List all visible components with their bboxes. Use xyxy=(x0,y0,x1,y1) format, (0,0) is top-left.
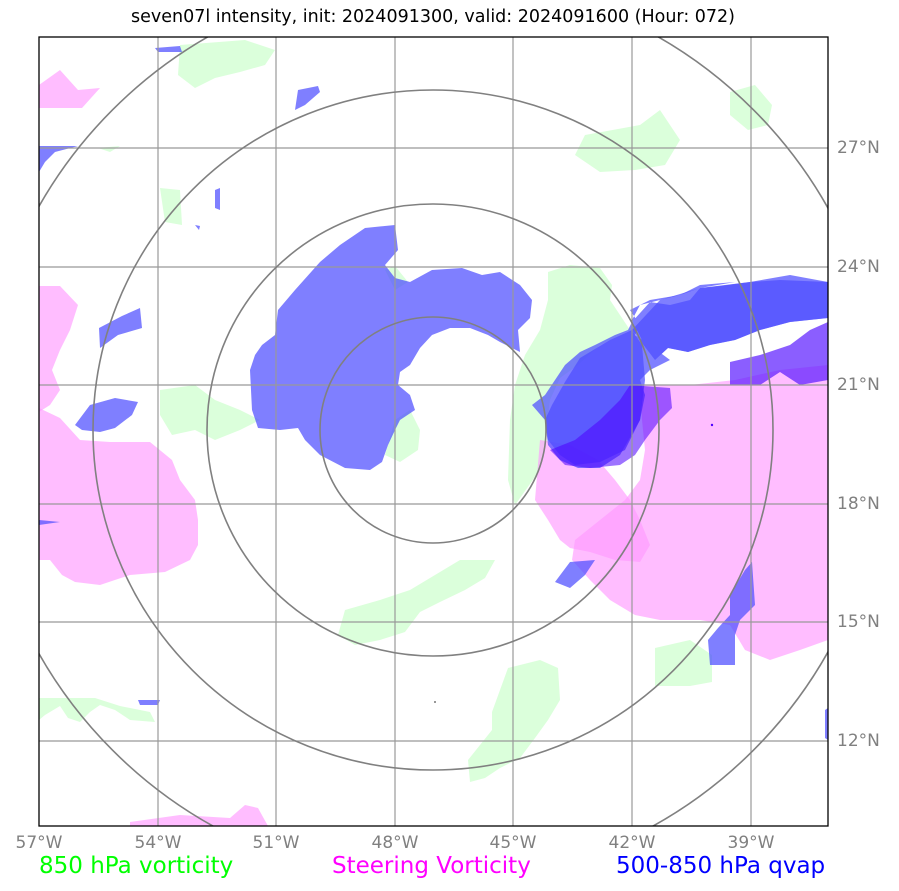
speck xyxy=(710,423,714,427)
lat-label: 24°N xyxy=(837,257,880,277)
green-patch xyxy=(338,560,495,645)
steering-vorticity-layer xyxy=(39,70,828,826)
plot-frame xyxy=(38,36,829,827)
legend-qvap: 500-850 hPa qvap xyxy=(616,853,826,879)
lon-label: 45°W xyxy=(489,833,537,853)
green-patch xyxy=(575,110,680,172)
lon-label: 54°W xyxy=(134,833,182,853)
blue-patch xyxy=(550,385,672,468)
lon-label: 51°W xyxy=(252,833,300,853)
lat-label: 15°N xyxy=(837,612,880,632)
green-patch xyxy=(508,265,630,505)
blue-patch xyxy=(708,562,755,665)
blue-patch xyxy=(99,308,142,348)
range-ring xyxy=(92,89,774,771)
blue-patch xyxy=(825,708,828,740)
green-patch xyxy=(160,188,182,225)
range-ring xyxy=(319,316,547,544)
green-patch xyxy=(468,660,560,782)
blue-patch xyxy=(215,188,220,210)
vorticity-850-layer xyxy=(39,40,772,782)
qvap-layer xyxy=(39,46,828,740)
range-rings xyxy=(39,37,828,826)
blue-patch xyxy=(730,322,828,385)
green-patch xyxy=(39,698,155,722)
lat-label: 12°N xyxy=(837,731,880,751)
storm-center-dot xyxy=(434,701,436,703)
blue-patch xyxy=(39,146,78,172)
blue-patch xyxy=(195,225,200,230)
blue-patch xyxy=(39,520,60,525)
pink-patch xyxy=(130,805,268,826)
lat-label: 27°N xyxy=(837,138,880,158)
green-patch xyxy=(98,146,120,152)
lat-label: 18°N xyxy=(837,494,880,514)
legend-steering-vorticity: Steering Vorticity xyxy=(332,853,531,879)
green-patch xyxy=(178,40,275,88)
blue-patch xyxy=(155,46,182,52)
lon-label: 39°W xyxy=(727,833,775,853)
map-title: seven07l intensity, init: 2024091300, va… xyxy=(130,7,736,27)
blue-patch xyxy=(250,225,532,470)
blue-patch xyxy=(555,560,595,588)
lon-label: 57°W xyxy=(15,833,63,853)
legend-850-vorticity: 850 hPa vorticity xyxy=(39,853,234,879)
gridlines xyxy=(39,37,828,826)
lon-label: 48°W xyxy=(371,833,419,853)
lat-label: 21°N xyxy=(837,375,880,395)
pink-patch xyxy=(572,365,828,660)
blue-patch xyxy=(295,86,320,110)
green-patch xyxy=(385,410,420,462)
lon-label: 42°W xyxy=(608,833,656,853)
green-patch xyxy=(160,385,260,440)
pink-patch xyxy=(39,286,78,412)
pink-patch xyxy=(39,70,100,108)
range-ring xyxy=(206,203,660,657)
blue-patch xyxy=(632,275,828,360)
blue-patch xyxy=(75,398,138,432)
blue-patch xyxy=(138,700,160,705)
